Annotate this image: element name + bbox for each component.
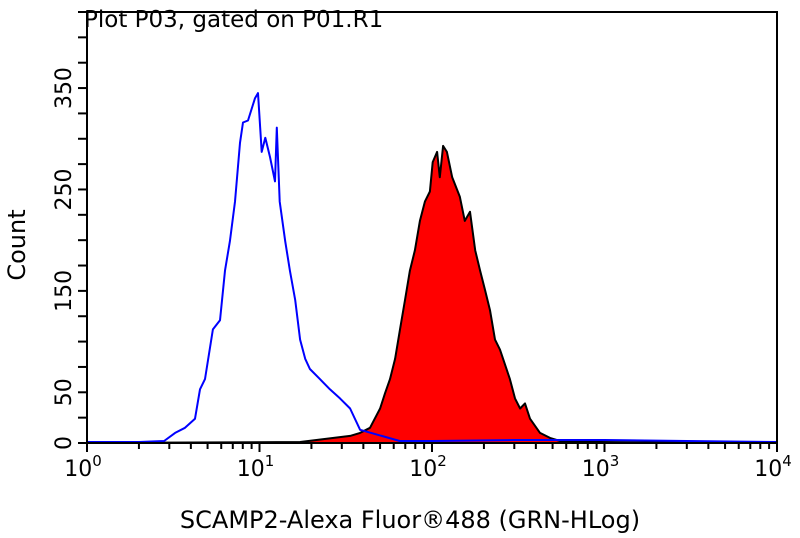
x-tick-label: 101 bbox=[237, 452, 275, 482]
y-tick-label: 50 bbox=[52, 378, 77, 406]
plot-frame bbox=[86, 11, 778, 444]
y-axis: 0 50 150 250 350 bbox=[52, 11, 87, 450]
x-tick-label: 103 bbox=[582, 452, 620, 482]
x-axis-label: SCAMP2-Alexa Fluor®488 (GRN-HLog) bbox=[180, 506, 640, 534]
x-axis: 100 101 102 103 104 bbox=[64, 443, 792, 482]
y-tick-label: 150 bbox=[52, 270, 77, 312]
sample-histogram-filled bbox=[86, 144, 778, 444]
y-tick-label: 250 bbox=[52, 168, 77, 210]
x-tick-label: 100 bbox=[64, 452, 102, 482]
x-tick-label: 102 bbox=[409, 452, 447, 482]
y-tick-label: 350 bbox=[52, 67, 77, 109]
x-tick-label: 104 bbox=[754, 452, 792, 482]
chart-title: Plot P03, gated on P01.R1 bbox=[84, 7, 383, 33]
y-tick-label: 0 bbox=[52, 436, 77, 450]
plot-area bbox=[86, 92, 778, 444]
y-axis-label: Count bbox=[3, 209, 31, 280]
control-histogram-outline bbox=[87, 92, 778, 443]
